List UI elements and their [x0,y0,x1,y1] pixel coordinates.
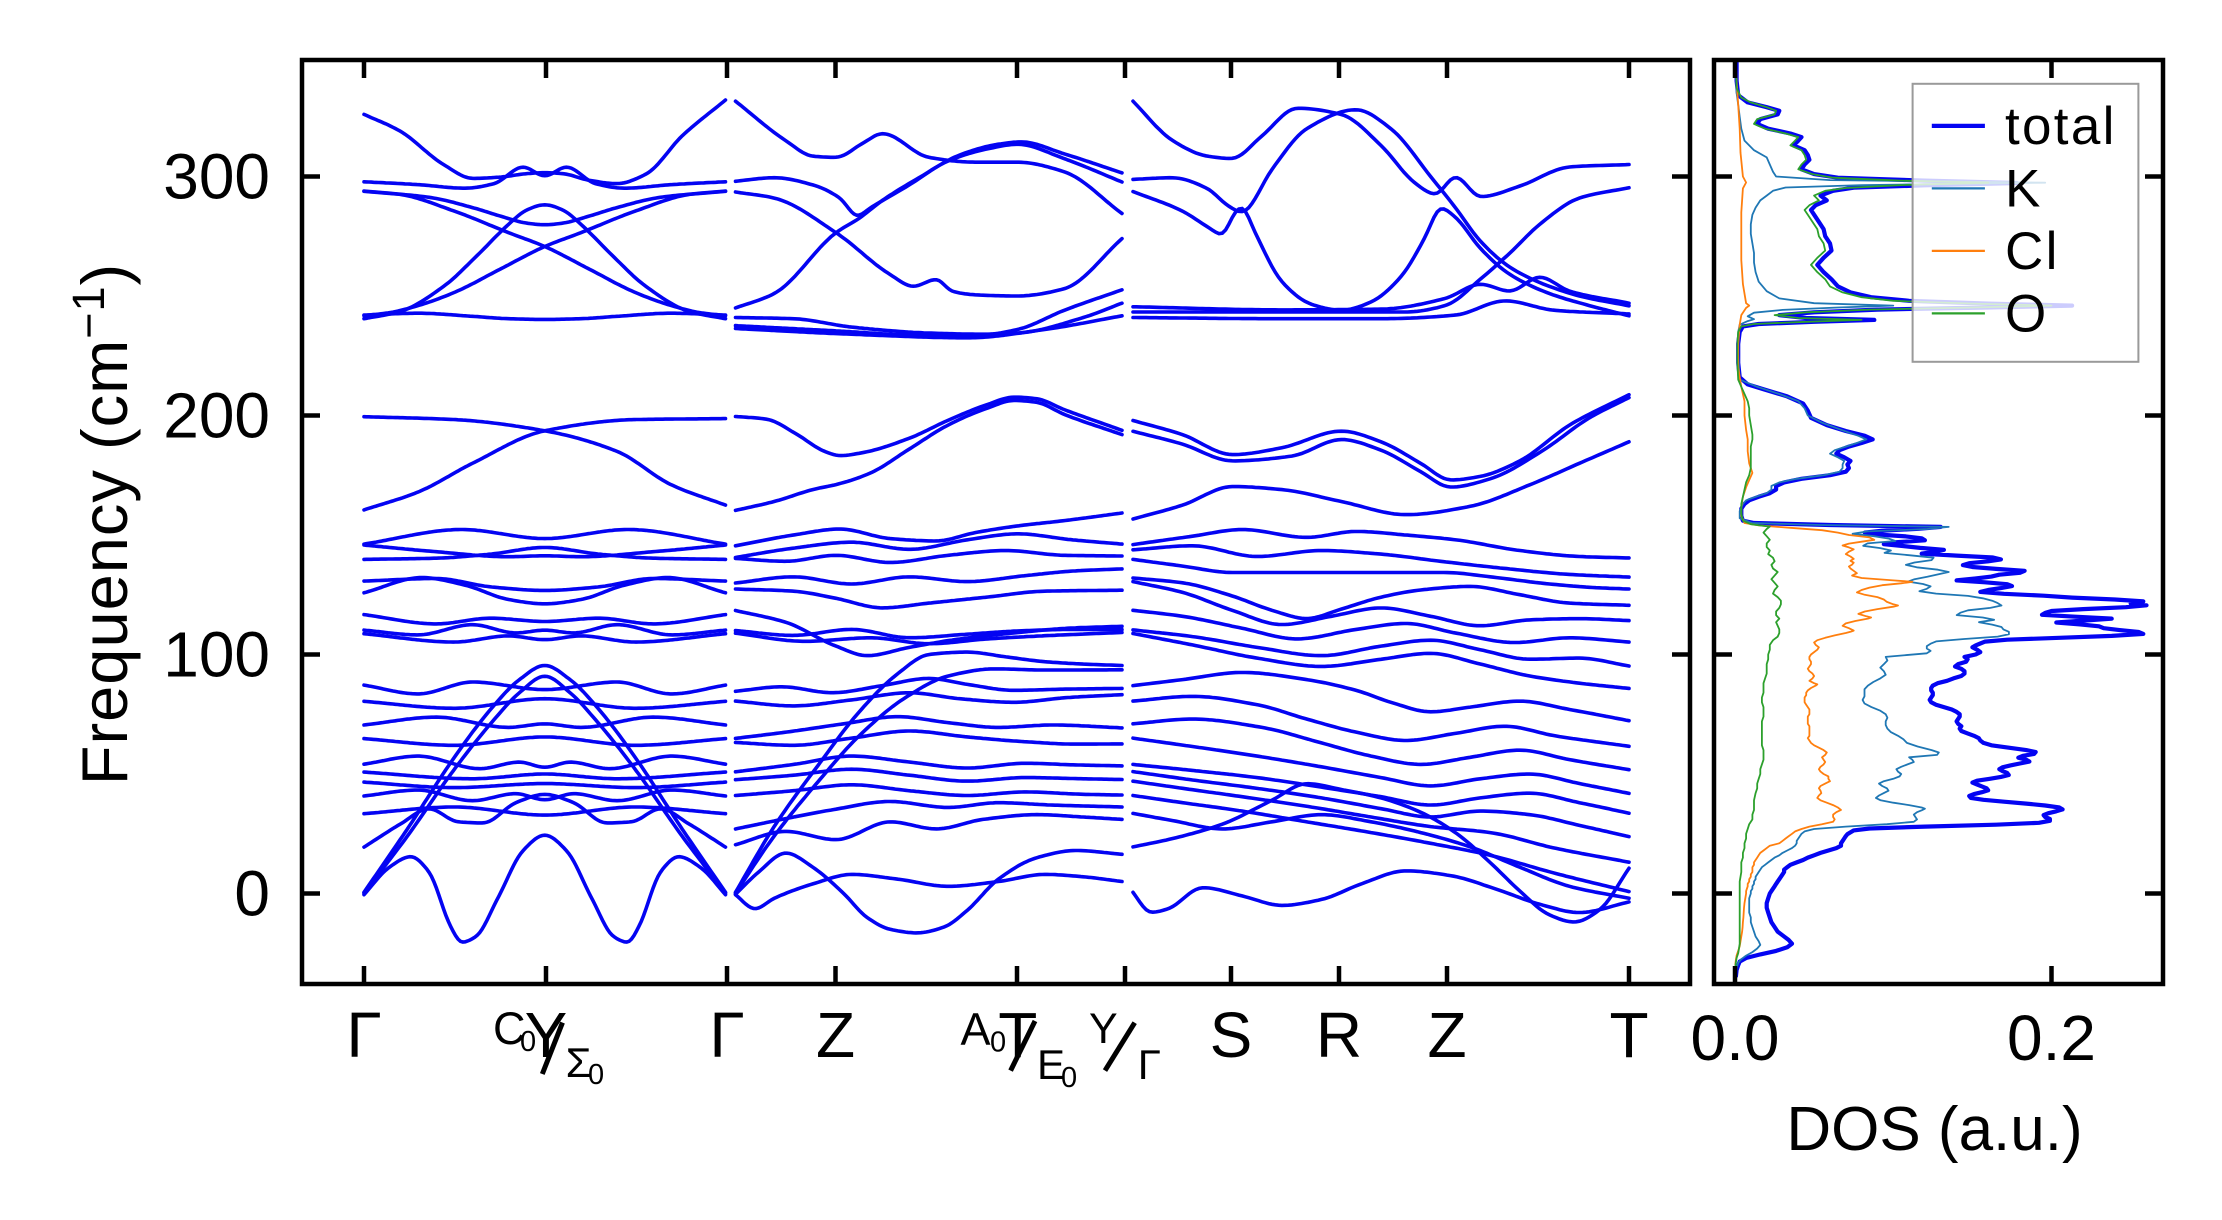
svg-text:DOS (a.u.): DOS (a.u.) [1786,1095,2082,1164]
svg-text:100: 100 [163,619,270,691]
svg-text:T: T [1609,999,1648,1071]
svg-text:0.2: 0.2 [2007,1002,2096,1074]
svg-text:Γ: Γ [346,999,381,1071]
svg-text:0.0: 0.0 [1691,1002,1780,1074]
svg-text:A: A [961,1004,991,1055]
svg-text:Frequency (cm−1): Frequency (cm−1) [63,263,141,785]
svg-text:200: 200 [163,380,270,452]
svg-text:Γ: Γ [1138,1041,1161,1088]
svg-text:0: 0 [234,858,270,930]
svg-text:total: total [2005,97,2117,156]
svg-text:O: O [2005,285,2049,344]
svg-text:0: 0 [1061,1062,1077,1094]
svg-text:R: R [1316,999,1362,1071]
svg-text:Z: Z [816,999,855,1071]
svg-text:300: 300 [163,141,270,213]
svg-text:0: 0 [990,1027,1006,1059]
svg-text:S: S [1210,999,1253,1071]
svg-text:E: E [1037,1041,1065,1088]
svg-text:C: C [493,1003,526,1054]
svg-text:K: K [2005,160,2043,219]
svg-text:Cl: Cl [2005,222,2060,281]
svg-text:Y: Y [1089,1005,1118,1053]
svg-text:Γ: Γ [709,999,744,1071]
svg-text:Z: Z [1427,999,1466,1071]
svg-text:Σ: Σ [566,1039,592,1086]
svg-text:0: 0 [588,1059,604,1091]
svg-text:0: 0 [520,1026,536,1058]
